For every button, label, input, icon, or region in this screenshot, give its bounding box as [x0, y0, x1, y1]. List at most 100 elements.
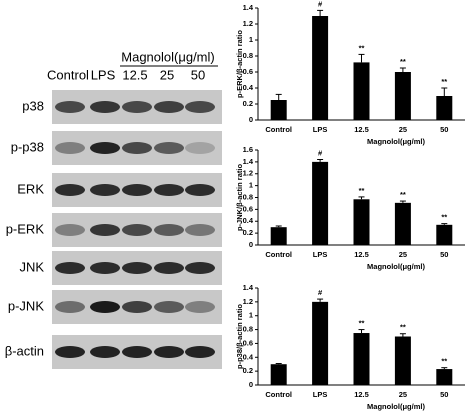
blot-band — [185, 224, 215, 236]
significance-label: # — [318, 148, 323, 157]
blot-band — [122, 184, 152, 196]
y-tick-label: 0.6 — [243, 67, 253, 76]
significance-label: ** — [441, 77, 447, 86]
bar — [436, 224, 453, 245]
blot-column-label: 12.5 — [122, 67, 147, 82]
y-tick-label: 1.4 — [243, 3, 254, 12]
blot-band — [55, 224, 85, 236]
y-tick-label: 0 — [249, 240, 253, 249]
blot-band — [154, 224, 184, 236]
bar — [394, 202, 411, 245]
y-tick-label: 0.4 — [243, 216, 254, 225]
blot-band — [154, 184, 184, 196]
bar — [353, 199, 370, 245]
blot-band — [90, 101, 120, 113]
blot-band — [55, 346, 85, 358]
x-tick-label: 50 — [440, 125, 448, 134]
bar — [436, 96, 453, 120]
x-tick-label: LPS — [313, 250, 328, 259]
x-tick-label: Control — [265, 125, 292, 134]
bar — [270, 227, 287, 245]
significance-label: ** — [359, 43, 365, 52]
y-tick-label: 1 — [249, 181, 253, 190]
x-tick-label: Control — [265, 250, 292, 259]
x-axis-label: Magnolol(μg/ml) — [367, 402, 425, 411]
blot-band — [90, 184, 120, 196]
blot-band — [185, 142, 215, 154]
y-tick-label: 0.8 — [243, 51, 253, 60]
y-tick-label: 0.6 — [243, 338, 253, 347]
bar — [394, 72, 411, 120]
y-tick-label: 1.2 — [243, 297, 253, 306]
blot-row-label: p38 — [22, 98, 44, 113]
y-axis-label: p-p38/β-actin ratio — [235, 304, 244, 369]
y-tick-label: 0.4 — [243, 83, 254, 92]
blot-row-label: p-JNK — [8, 298, 44, 313]
blot-band — [55, 101, 85, 113]
y-tick-label: 1.2 — [243, 19, 253, 28]
blot-band — [154, 142, 184, 154]
x-tick-label: LPS — [313, 390, 328, 399]
y-tick-label: 1.6 — [243, 145, 253, 154]
significance-label: # — [318, 0, 323, 8]
y-tick-label: 1 — [249, 311, 253, 320]
blot-column-label: 50 — [191, 67, 205, 82]
blot-band — [154, 301, 184, 313]
x-tick-label: 25 — [399, 250, 407, 259]
blot-band — [122, 101, 152, 113]
blot-band — [90, 346, 120, 358]
bar — [353, 62, 370, 120]
blot-band — [185, 301, 215, 313]
significance-label: ** — [400, 323, 406, 332]
blot-band — [90, 262, 120, 274]
blot-band — [122, 301, 152, 313]
y-tick-label: 0 — [249, 115, 253, 124]
significance-label: ** — [400, 57, 406, 66]
blot-band — [154, 262, 184, 274]
bar — [312, 161, 329, 245]
blot-column-label: 25 — [160, 67, 174, 82]
y-tick-label: 1.2 — [243, 169, 253, 178]
blot-row-label: p-ERK — [6, 221, 45, 236]
blot-band — [55, 184, 85, 196]
blot-band — [90, 142, 120, 154]
significance-label: # — [318, 288, 323, 297]
significance-label: ** — [359, 186, 365, 195]
y-tick-label: 1 — [249, 35, 253, 44]
x-tick-label: 12.5 — [354, 390, 369, 399]
blot-row-label: ERK — [17, 181, 44, 196]
y-tick-label: 1.4 — [243, 157, 254, 166]
y-tick-label: 0.8 — [243, 325, 253, 334]
y-tick-label: 0.6 — [243, 204, 253, 213]
blot-band — [185, 184, 215, 196]
blot-group-label: Magnolol(μg/ml) — [121, 49, 214, 64]
y-axis-label: p-ERK/β-actin ratio — [235, 30, 244, 98]
y-axis-label: p-JNK/β-actin ratio — [235, 164, 244, 232]
significance-label: ** — [400, 190, 406, 199]
x-tick-label: LPS — [313, 125, 328, 134]
bar — [270, 364, 287, 385]
bar — [312, 16, 329, 120]
bar — [353, 333, 370, 385]
blot-band — [55, 142, 85, 154]
y-tick-label: 0.4 — [243, 352, 254, 361]
blot-band — [154, 346, 184, 358]
blot-column-label: LPS — [91, 67, 116, 82]
x-tick-label: 50 — [440, 250, 448, 259]
blot-band — [185, 346, 215, 358]
bar — [270, 100, 287, 120]
x-tick-label: 25 — [399, 125, 407, 134]
significance-label: ** — [441, 357, 447, 366]
blot-band — [185, 262, 215, 274]
bar — [394, 336, 411, 385]
x-tick-label: 12.5 — [354, 125, 369, 134]
blot-band — [90, 301, 120, 313]
blot-row-label: β-actin — [5, 343, 44, 358]
blot-band — [122, 346, 152, 358]
blot-band — [185, 101, 215, 113]
bar — [436, 369, 453, 385]
x-axis-label: Magnolol(μg/ml) — [367, 262, 425, 271]
bar — [312, 301, 329, 385]
y-tick-label: 0.2 — [243, 366, 253, 375]
